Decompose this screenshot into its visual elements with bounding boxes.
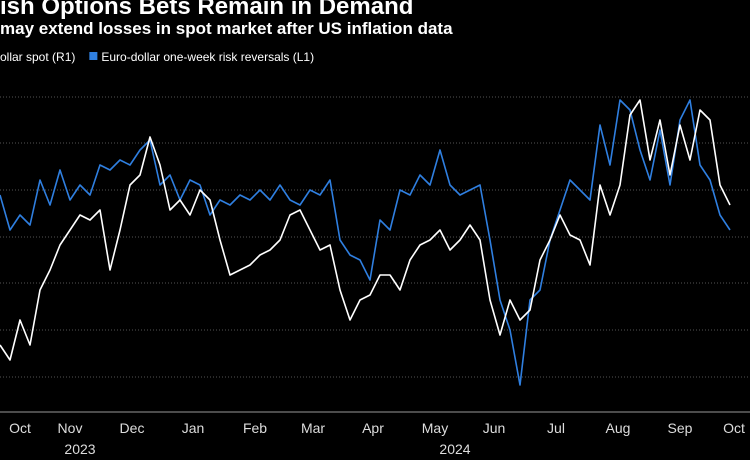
- x-tick-label: Oct: [723, 420, 745, 436]
- x-tick-label: Apr: [362, 420, 384, 436]
- series-line: [0, 99, 731, 361]
- series-line: [0, 99, 731, 386]
- legend-swatch: [89, 52, 98, 60]
- legend-label: Euro-dollar one-week risk reversals (L1): [101, 50, 314, 64]
- x-tick-label: Mar: [301, 420, 325, 436]
- x-tick-label: Nov: [58, 420, 83, 436]
- x-tick-label: Aug: [606, 420, 631, 436]
- x-tick-label: Feb: [243, 420, 267, 436]
- x-tick-label: Jan: [182, 420, 205, 436]
- x-tick-label: May: [422, 420, 448, 436]
- chart-subtitle: may extend losses in spot market after U…: [0, 19, 453, 38]
- x-tick-label: Sep: [668, 420, 693, 436]
- x-year-label: 2024: [439, 441, 470, 457]
- legend-label: ollar spot (R1): [0, 50, 75, 64]
- x-tick-label: Oct: [9, 420, 31, 436]
- x-year-label: 2023: [64, 441, 95, 457]
- x-tick-label: Jul: [547, 420, 565, 436]
- x-tick-label: Dec: [120, 420, 145, 436]
- chart-title: ish Options Bets Remain in Demand: [0, 0, 413, 20]
- x-tick-label: Jun: [483, 420, 506, 436]
